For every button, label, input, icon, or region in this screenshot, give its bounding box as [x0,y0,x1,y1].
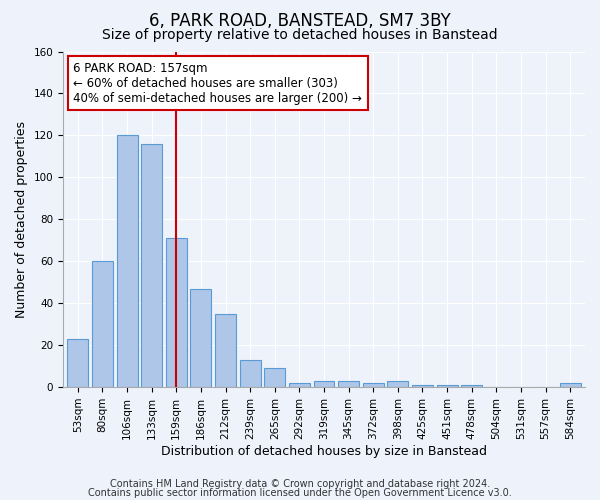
Bar [388,381,409,387]
Bar [265,368,285,387]
Bar [67,339,88,387]
Bar [338,381,359,387]
Y-axis label: Number of detached properties: Number of detached properties [15,121,28,318]
Bar [116,136,137,387]
Text: Contains public sector information licensed under the Open Government Licence v3: Contains public sector information licen… [88,488,512,498]
Bar [437,385,458,387]
X-axis label: Distribution of detached houses by size in Banstead: Distribution of detached houses by size … [161,444,487,458]
Bar [239,360,260,387]
Bar [314,381,334,387]
Bar [289,383,310,387]
Bar [363,383,384,387]
Bar [92,261,113,387]
Bar [190,288,211,387]
Text: 6 PARK ROAD: 157sqm
← 60% of detached houses are smaller (303)
40% of semi-detac: 6 PARK ROAD: 157sqm ← 60% of detached ho… [73,62,362,104]
Text: Size of property relative to detached houses in Banstead: Size of property relative to detached ho… [102,28,498,42]
Text: Contains HM Land Registry data © Crown copyright and database right 2024.: Contains HM Land Registry data © Crown c… [110,479,490,489]
Bar [412,385,433,387]
Bar [166,238,187,387]
Bar [560,383,581,387]
Bar [141,144,162,387]
Text: 6, PARK ROAD, BANSTEAD, SM7 3BY: 6, PARK ROAD, BANSTEAD, SM7 3BY [149,12,451,30]
Bar [215,314,236,387]
Bar [461,385,482,387]
